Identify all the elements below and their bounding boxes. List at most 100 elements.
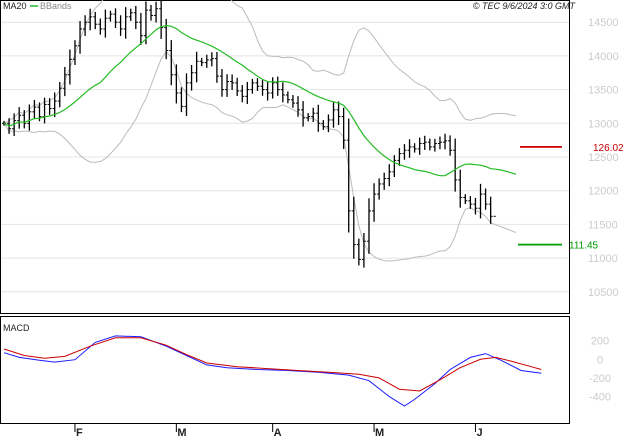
price-bar — [265, 82, 270, 101]
price-bar — [351, 196, 356, 259]
price-tick-label: 12000 — [588, 186, 619, 198]
price-bar — [235, 77, 240, 97]
price-bar — [113, 8, 118, 29]
price-bar — [230, 74, 235, 90]
price-bar — [275, 76, 280, 96]
month-label: A — [274, 427, 282, 439]
price-bar — [159, 0, 164, 39]
bbands-lower-line — [3, 51, 517, 262]
price-bar — [149, 4, 154, 21]
price-bars-layer — [2, 0, 518, 268]
price-bar — [356, 238, 361, 266]
price-bar — [488, 196, 493, 224]
price-bar — [483, 188, 488, 210]
price-bar — [346, 118, 351, 233]
price-bar — [189, 64, 194, 91]
price-bar — [138, 12, 143, 45]
price-bar — [123, 7, 128, 39]
price-tick-label: 11500 — [588, 219, 618, 231]
macd-title: MACD — [3, 323, 30, 333]
grid-layer — [1, 21, 569, 293]
price-bar — [336, 101, 341, 125]
resistance-label: 126.02 — [593, 143, 624, 154]
ma20-line — [3, 24, 517, 177]
price-bar — [311, 107, 316, 122]
price-bar — [366, 198, 371, 254]
macd-tick-label: 200 — [591, 336, 609, 348]
price-bar — [225, 74, 230, 97]
price-bar — [377, 178, 382, 200]
price-bar — [427, 138, 432, 151]
price-bar — [245, 81, 250, 105]
timestamp-label: © TEC 9/6/2024 3:0 GMT — [473, 1, 577, 11]
price-bar — [22, 110, 27, 129]
price-bar — [78, 21, 83, 54]
price-bar — [67, 49, 72, 85]
price-bar — [437, 136, 442, 150]
price-bar — [52, 92, 57, 118]
price-bar — [199, 57, 204, 67]
price-bar — [453, 138, 458, 192]
price-bar — [306, 113, 311, 122]
price-bar — [154, 1, 159, 23]
price-bar — [270, 77, 275, 99]
price-bar — [301, 101, 306, 127]
price-bar — [478, 183, 483, 219]
price-bar — [184, 73, 189, 116]
price-bar — [260, 80, 265, 96]
price-bar — [169, 40, 174, 86]
bbands-layer — [3, 0, 517, 262]
price-bar — [62, 66, 67, 97]
price-bar — [326, 114, 331, 133]
price-bar — [214, 51, 219, 83]
ma20-legend-label: MA20 — [3, 1, 27, 11]
levels-layer: 126.02 111.45 — [518, 143, 624, 252]
price-bar — [468, 196, 473, 209]
price-bar — [128, 8, 133, 21]
price-bar — [290, 95, 295, 108]
price-bar — [83, 15, 88, 36]
price-bar — [179, 87, 184, 113]
price-axis-layer: 10500 11000 11500 12000 12500 13000 13500 14000… — [588, 17, 619, 299]
price-bar — [88, 8, 93, 31]
price-bar — [108, 10, 113, 22]
price-bar — [103, 9, 108, 38]
price-bar — [407, 139, 412, 158]
macd-tick-label: -200 — [589, 373, 611, 385]
price-bar — [316, 104, 321, 132]
price-bar — [280, 82, 285, 103]
month-label: F — [76, 427, 83, 439]
bbands-upper-line — [3, 0, 517, 124]
price-tick-label: 10500 — [588, 287, 619, 299]
price-tick-label: 13000 — [588, 118, 619, 130]
price-bar — [382, 172, 387, 190]
price-tick-label: 11000 — [588, 253, 618, 265]
price-bar — [32, 99, 37, 120]
price-bar — [473, 197, 478, 215]
support-label: 111.45 — [569, 241, 599, 252]
price-bar — [133, 5, 138, 30]
price-bar — [443, 133, 448, 150]
macd-tick-label: -400 — [589, 392, 611, 404]
price-bar — [331, 102, 336, 128]
price-bar — [240, 85, 245, 103]
price-tick-label: 12500 — [588, 152, 619, 164]
price-bar — [209, 52, 214, 67]
price-tick-label: 13500 — [588, 85, 619, 97]
price-bar — [493, 0, 498, 217]
price-bar — [448, 135, 453, 156]
price-bar — [93, 11, 98, 30]
month-label: J — [476, 427, 482, 439]
price-bar — [432, 138, 437, 152]
price-bar — [372, 183, 377, 222]
price-tick-label: 14500 — [588, 17, 619, 29]
price-bar — [463, 194, 468, 205]
price-bar — [204, 54, 209, 68]
price-bar — [194, 51, 199, 83]
price-bar — [98, 18, 103, 35]
price-bar — [402, 144, 407, 160]
price-bar — [397, 148, 402, 166]
price-bar — [118, 15, 123, 36]
